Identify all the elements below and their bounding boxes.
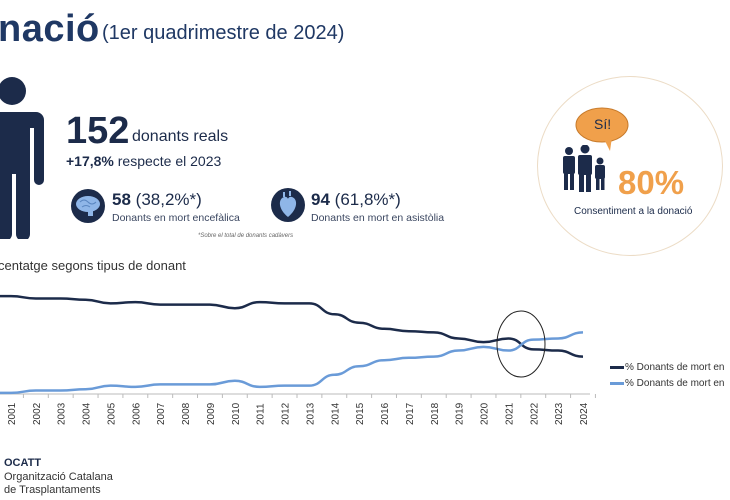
x-tick-label: 2022 xyxy=(529,402,540,425)
legend-label: % Donants de mort en xyxy=(625,362,725,373)
change-value: +17,8% xyxy=(66,153,114,169)
legend-item-light: % Donants de mort en xyxy=(610,378,725,389)
x-tick-label: 2003 xyxy=(57,402,68,425)
x-tick-label: 2016 xyxy=(380,402,391,425)
ocatt-logo: OCATT xyxy=(4,457,42,469)
person-icon xyxy=(0,77,44,239)
brain-death-count: 58 xyxy=(112,190,131,209)
legend-item-dark: % Donants de mort en xyxy=(610,362,725,373)
total-donors-label: donants reals xyxy=(132,128,229,145)
circulatory-death-count: 94 xyxy=(311,190,330,209)
circulatory-death-pct: (61,8%*) xyxy=(334,190,401,209)
x-tick-label: 2024 xyxy=(579,402,590,425)
x-tick-label: 2001 xyxy=(7,402,18,425)
x-tick-label: 2004 xyxy=(82,402,93,425)
x-tick-label: 2019 xyxy=(455,402,466,425)
circulatory-death-label: Donants en mort en asistòlia xyxy=(311,212,445,224)
legend-label: % Donants de mort en xyxy=(625,378,725,389)
footnote: *Sobre el total de donants cadàvers xyxy=(198,233,294,239)
brain-death-pct: (38,2%*) xyxy=(135,190,202,209)
x-tick-label: 2023 xyxy=(554,402,565,425)
x-tick-label: 2002 xyxy=(32,402,43,425)
series-line-light xyxy=(0,331,584,395)
org-name-line1: Organització Catalana xyxy=(4,471,113,483)
change-text: respecte el 2023 xyxy=(117,153,222,169)
legend-swatch xyxy=(610,382,624,385)
page-subtitle: (1er quadrimestre de 2024) xyxy=(102,22,345,44)
chart-title: centatge segons tipus de donant xyxy=(0,258,186,273)
brain-icon xyxy=(71,189,105,223)
x-tick-label: 2009 xyxy=(206,402,217,425)
x-tick-label: 2008 xyxy=(181,402,192,425)
line-chart: 2001 2002 2003 2004 2005 2006 2007 2008 2009 2010… xyxy=(0,294,596,425)
circulatory-death-stat: 94 (61,8%*) xyxy=(311,190,401,210)
x-tick-label: 2021 xyxy=(504,402,515,425)
x-tick-label: 2007 xyxy=(156,402,167,425)
speech-bubble xyxy=(575,107,629,151)
x-tick-label: 2020 xyxy=(480,402,491,425)
x-tick-label: 2017 xyxy=(405,402,416,425)
highlight-ellipse xyxy=(496,310,546,378)
x-tick-label: 2015 xyxy=(355,402,366,425)
page-title: nació xyxy=(0,8,100,50)
x-tick-label: 2012 xyxy=(281,402,292,425)
consent-panel xyxy=(537,76,723,256)
family-icon xyxy=(563,145,605,192)
legend-swatch xyxy=(610,366,624,369)
consent-label: Consentiment a la donació xyxy=(574,206,693,217)
heart-icon xyxy=(271,188,305,222)
brain-death-label: Donants en mort encefàlica xyxy=(112,212,240,224)
yearly-change: +17,8% respecte el 2023 xyxy=(66,153,221,169)
x-tick-label: 2013 xyxy=(305,402,316,425)
brain-death-stat: 58 (38,2%*) xyxy=(112,190,202,210)
x-tick-label: 2006 xyxy=(131,402,142,425)
x-tick-label: 2014 xyxy=(330,402,341,425)
consent-value: 80% xyxy=(618,164,685,201)
total-donors-value: 152 xyxy=(66,110,130,152)
x-tick-label: 2011 xyxy=(256,403,267,425)
speech-bubble-text: Sí! xyxy=(594,116,612,132)
org-name-line2: de Trasplantaments xyxy=(4,484,101,496)
x-tick-label: 2005 xyxy=(106,402,117,425)
x-tick-label: 2010 xyxy=(231,402,242,425)
x-tick-label: 2018 xyxy=(430,402,441,425)
series-line-dark xyxy=(0,294,584,358)
